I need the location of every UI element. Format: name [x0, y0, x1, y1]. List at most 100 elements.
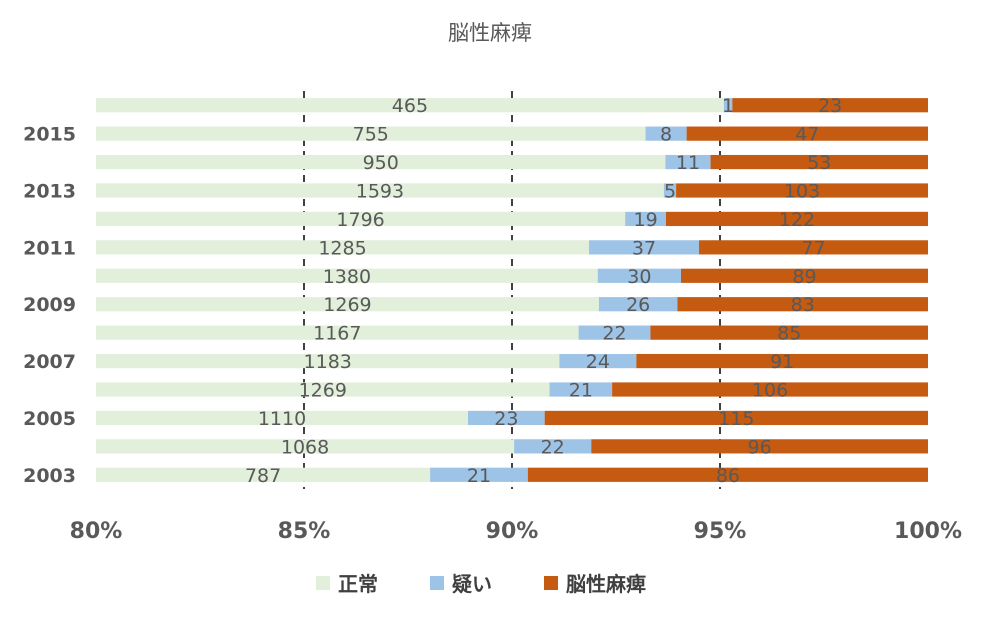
data-label-2010-s0: 1380 [323, 266, 371, 288]
data-label-2012-s1: 19 [633, 209, 657, 231]
legend-label-0: 正常 [338, 572, 378, 596]
data-label-2006-s1: 21 [569, 380, 593, 402]
bar-2010-s1 [597, 268, 682, 283]
bar-2014-s2 [710, 154, 928, 170]
bar-2016-s2 [732, 98, 928, 113]
bar-2004-s2 [591, 439, 928, 454]
bar-2015-s0 [96, 126, 646, 141]
bar-2008-s2 [650, 325, 928, 340]
data-label-2009-s2: 83 [791, 294, 815, 316]
y-tick-label: 2003 [23, 465, 76, 487]
bar-2007-s0 [96, 353, 560, 369]
bar-2006-s0 [96, 382, 550, 397]
data-label-2005-s1: 23 [494, 408, 518, 430]
bar-2003-s1 [430, 467, 528, 482]
data-label-2016-s1: 1 [722, 95, 734, 117]
bar-2013-s1 [663, 183, 677, 198]
data-label-2009-s1: 26 [626, 294, 650, 316]
bar-2011-s0 [96, 240, 590, 255]
data-label-2006-s2: 106 [752, 380, 788, 402]
data-label-2012-s0: 1796 [336, 209, 384, 231]
data-label-2007-s2: 91 [770, 351, 794, 373]
y-tick-label: 2007 [23, 351, 76, 373]
bar-2014-s1 [665, 154, 711, 170]
legend-label-1: 疑い [452, 572, 492, 596]
data-label-2015-s0: 755 [353, 124, 389, 146]
data-label-2014-s0: 950 [363, 152, 399, 174]
bar-2016-s1 [723, 98, 733, 113]
data-label-2006-s0: 1269 [299, 380, 347, 402]
data-label-2010-s2: 89 [792, 266, 816, 288]
data-label-2016-s0: 465 [392, 95, 428, 117]
data-label-2015-s2: 47 [795, 124, 819, 146]
data-label-2007-s1: 24 [586, 351, 610, 373]
x-tick-label: 90% [486, 519, 539, 544]
x-axis-labels: 80% 85% 90% 95% 100% [70, 519, 962, 544]
bar-2015-s2 [686, 126, 928, 141]
data-label-2005-s2: 115 [718, 408, 754, 430]
data-label-2013-s1: 5 [664, 181, 676, 203]
data-label-2005-s0: 1110 [258, 408, 306, 430]
bar-2006-s2 [612, 382, 928, 397]
bar-2013-s0 [96, 183, 664, 198]
chart-title: 脳性麻痺 [448, 21, 532, 45]
y-tick-label: 2005 [23, 408, 76, 430]
data-label-2014-s2: 53 [807, 152, 831, 174]
bar-2012-s2 [665, 211, 928, 227]
bar-2004-s0 [96, 439, 515, 454]
bar-2010-s0 [96, 268, 598, 283]
data-label-2011-s0: 1285 [318, 237, 366, 259]
bar-2003-s2 [527, 467, 928, 482]
data-label-2007-s0: 1183 [304, 351, 352, 373]
bar-2009-s1 [598, 297, 678, 312]
bar-2010-s2 [681, 268, 928, 283]
bar-2005-s1 [468, 410, 545, 426]
data-label-2013-s2: 103 [784, 181, 820, 203]
bar-2011-s1 [589, 240, 700, 255]
legend-swatch-0 [316, 576, 330, 590]
bar-2008-s0 [96, 325, 579, 340]
data-label-2003-s1: 21 [467, 465, 491, 487]
y-axis-labels: 2015 2013 2011 2009 2007 2005 2003 [23, 124, 76, 487]
bars: 465 1 23 755 8 47 950 11 53 1593 5 103 1796 19 122 1285… [96, 95, 928, 487]
legend-swatch-2 [544, 576, 558, 590]
bar-2015-s1 [645, 126, 687, 141]
data-label-2014-s1: 11 [676, 152, 700, 174]
data-label-2003-s2: 86 [716, 465, 740, 487]
bar-2005-s0 [96, 410, 468, 426]
y-tick-label: 2015 [23, 124, 76, 146]
data-label-2016-s2: 23 [818, 95, 842, 117]
bar-2009-s0 [96, 297, 599, 312]
bar-2011-s2 [699, 240, 928, 255]
data-label-2004-s0: 1068 [281, 436, 329, 458]
bar-2016-s0 [96, 98, 724, 113]
bar-2014-s0 [96, 154, 666, 170]
data-label-2013-s0: 1593 [356, 181, 404, 203]
data-label-2011-s2: 77 [801, 237, 825, 259]
data-label-2004-s1: 22 [541, 436, 565, 458]
legend-swatch-1 [430, 576, 444, 590]
data-label-2004-s2: 96 [748, 436, 772, 458]
bar-2012-s0 [96, 211, 626, 227]
bar-2007-s1 [559, 353, 637, 369]
x-tick-label: 100% [894, 519, 962, 544]
x-tick-label: 95% [694, 519, 747, 544]
data-label-2008-s2: 85 [777, 323, 801, 345]
y-tick-label: 2011 [23, 237, 76, 259]
y-tick-label: 2013 [23, 181, 76, 203]
bar-2008-s1 [578, 325, 651, 340]
data-label-2011-s1: 37 [632, 237, 656, 259]
data-label-2003-s0: 787 [245, 465, 281, 487]
bar-2006-s1 [549, 382, 613, 397]
x-tick-label: 85% [278, 519, 331, 544]
bar-2004-s1 [514, 439, 592, 454]
y-tick-label: 2009 [23, 294, 76, 316]
bar-2013-s2 [676, 183, 928, 198]
data-label-2015-s1: 8 [660, 124, 672, 146]
data-label-2012-s2: 122 [779, 209, 815, 231]
bar-2005-s2 [544, 410, 928, 426]
bar-2009-s2 [677, 297, 928, 312]
legend: 正常 疑い 脳性麻痺 [316, 572, 646, 596]
data-label-2010-s1: 30 [627, 266, 651, 288]
